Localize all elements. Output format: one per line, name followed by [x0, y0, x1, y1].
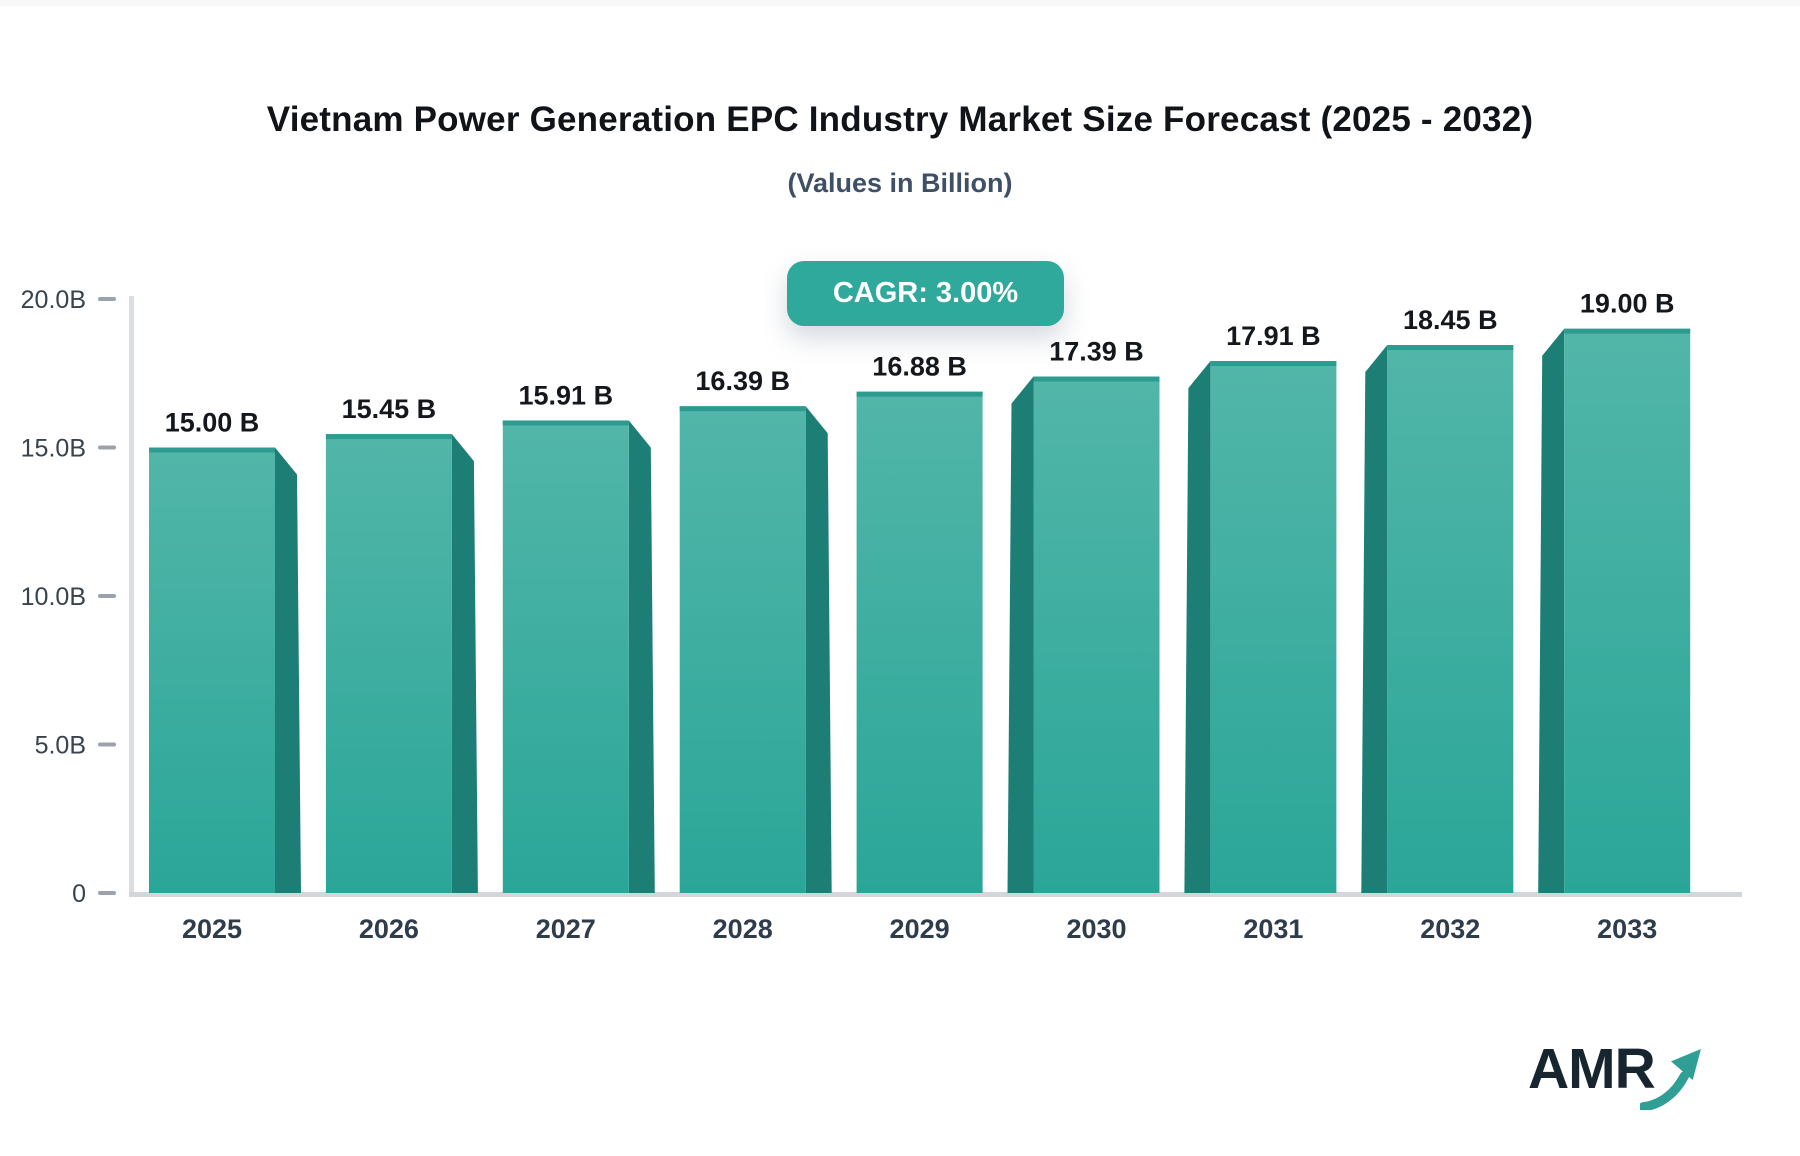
y-tick-label: 10.0B — [21, 583, 86, 611]
bar-side-face — [1361, 345, 1388, 893]
bar-side-face — [628, 420, 655, 893]
bar-2029[interactable] — [856, 391, 983, 893]
x-axis-label: 2032 — [1420, 914, 1480, 944]
bar-side-face — [1007, 376, 1034, 894]
x-axis-label: 2027 — [536, 914, 596, 944]
bar-top-edge — [1033, 376, 1160, 382]
bar-top-edge — [502, 420, 629, 426]
bar-value-label: 17.39 B — [1049, 337, 1144, 367]
bar-value-label: 16.88 B — [872, 352, 967, 382]
bar-value-label: 16.39 B — [695, 366, 790, 396]
x-axis-label: 2031 — [1243, 914, 1303, 944]
bar-value-label: 15.45 B — [342, 394, 437, 424]
x-axis-label: 2028 — [713, 914, 773, 944]
x-axis-label: 2029 — [890, 914, 950, 944]
y-tick-mark — [98, 891, 116, 895]
bar-2031[interactable] — [1210, 361, 1337, 893]
growth-arrow-icon — [1640, 1049, 1701, 1110]
bar-2030[interactable] — [1033, 376, 1160, 894]
bar-2025[interactable] — [149, 447, 275, 894]
bar-value-label: 18.45 B — [1403, 305, 1498, 335]
bar-top-edge — [325, 434, 452, 440]
y-tick-label: 15.0B — [21, 435, 86, 463]
bar-2032[interactable] — [1387, 345, 1514, 893]
bar-side-face — [275, 447, 301, 893]
bar-value-label: 15.00 B — [165, 408, 260, 438]
y-tick-label: 0 — [72, 880, 86, 908]
amr-logo-text: AMR — [1528, 1037, 1656, 1101]
bar-top-edge — [856, 391, 983, 397]
y-tick-mark — [98, 297, 116, 301]
bar-2027[interactable] — [502, 420, 629, 893]
bar-value-label: 17.91 B — [1226, 321, 1321, 351]
chart-title: Vietnam Power Generation EPC Industry Ma… — [266, 100, 1534, 139]
amr-logo: AMR — [1528, 1028, 1728, 1118]
chart-subtitle: (Values in Billion) — [787, 168, 1013, 198]
bar-side-face — [451, 434, 478, 893]
x-axis-label: 2033 — [1597, 914, 1657, 944]
cagr-badge: CAGR: 3.00% — [787, 261, 1064, 326]
bar-2028[interactable] — [679, 406, 806, 893]
bar-top-edge — [679, 406, 806, 412]
bar-2033[interactable] — [1564, 328, 1691, 893]
bar-top-edge — [149, 447, 275, 453]
y-axis-line — [129, 296, 134, 895]
bar-top-edge — [1210, 361, 1337, 367]
bar-side-face — [1538, 328, 1565, 893]
y-tick-mark — [98, 445, 116, 450]
x-axis-label: 2030 — [1066, 914, 1126, 944]
bar-top-edge — [1564, 328, 1691, 334]
bar-side-face — [1184, 361, 1211, 893]
y-tick-label: 20.0B — [21, 286, 86, 314]
market-size-bar-chart: 0 5.0B 10.0B 15.0B 20.0B 15.00 B 2025 15.45 B 20… — [21, 286, 1742, 944]
bar-value-label: 15.91 B — [519, 380, 614, 410]
y-tick-mark — [98, 742, 116, 747]
bar-top-edge — [1387, 345, 1514, 351]
x-axis-label: 2026 — [359, 914, 419, 944]
y-tick-label: 5.0B — [35, 732, 86, 760]
bar-2026[interactable] — [325, 434, 452, 893]
x-axis-baseline — [129, 892, 1742, 897]
x-axis-label: 2025 — [182, 914, 242, 944]
cagr-badge-label: CAGR: 3.00% — [832, 277, 1019, 309]
bar-value-label: 19.00 B — [1580, 289, 1675, 319]
y-tick-mark — [98, 594, 116, 598]
bar-side-face — [805, 406, 832, 893]
